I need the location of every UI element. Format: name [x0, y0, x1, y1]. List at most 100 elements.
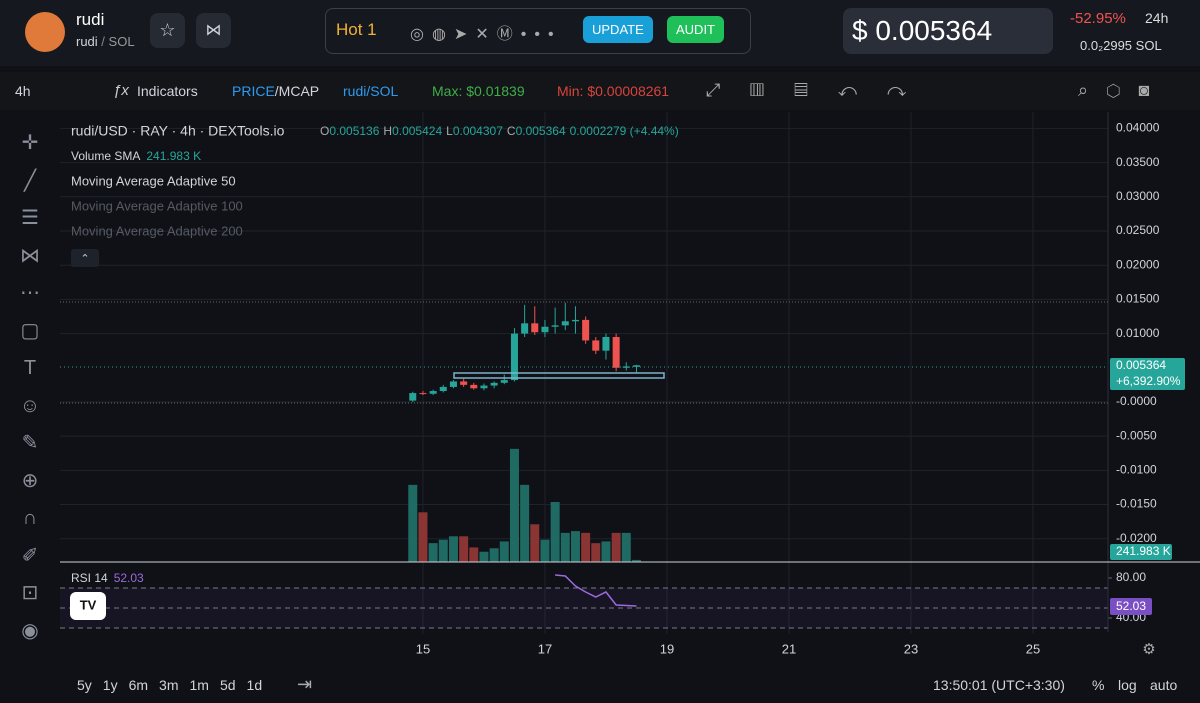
volume-bar [459, 536, 469, 562]
y-tick-label: 0.02000 [1116, 257, 1160, 271]
volume-sma-label: Volume SMA [71, 149, 140, 163]
quote: SOL [108, 34, 135, 49]
price-tag-value: 0.005364 [1116, 358, 1166, 372]
settings-icon[interactable]: ⚙ [1142, 641, 1155, 658]
candle-body [480, 385, 488, 389]
indicators[interactable]: Indicators [137, 83, 198, 99]
candle-body [429, 391, 437, 394]
period: 24h [1145, 10, 1169, 26]
toolbar-right-icons[interactable]: ⌕⬡◙ [1078, 80, 1168, 100]
pair-toggle[interactable]: rudi/SOL [343, 83, 399, 99]
volume-sma-value: 241.983 K [146, 149, 201, 163]
candle-body [439, 386, 447, 392]
y-tick-label: -0.0200 [1116, 531, 1157, 545]
candle-body [592, 340, 600, 351]
y-tick-label: -0.0100 [1116, 463, 1157, 477]
candle-body [551, 325, 559, 327]
price-change: -52.95% [1070, 10, 1126, 27]
range-button[interactable]: 1y [102, 677, 118, 693]
candle-body [582, 319, 590, 341]
range-buttons: 5y 1y 6m 3m 1m 5d 1d [77, 677, 273, 693]
price-mcap[interactable]: PRICE/MCAP [232, 83, 319, 99]
volume-bar [438, 539, 448, 562]
range-button[interactable]: 6m [128, 677, 149, 693]
log-toggle[interactable]: log [1118, 677, 1137, 693]
y-tick-label: -0.0150 [1116, 497, 1157, 511]
volume-tag-value: 241.983 K [1116, 544, 1171, 558]
social-icons[interactable]: ◎◍➤✕Ⓜ••• [410, 26, 562, 43]
auto-toggle[interactable]: auto [1150, 677, 1178, 693]
rsi-tag-value: 52.03 [1116, 599, 1146, 613]
candle-body [632, 365, 640, 367]
volume-bar [489, 548, 499, 562]
drawing-tools[interactable]: ✛ ╱ ☰ ⋈ ⋯ ▢ T ☺ ✎ ⊕ ∩ ✐ ⊡ ◉ [19, 132, 41, 642]
ma-200: Moving Average Adaptive 200 [71, 223, 243, 238]
ma-50: Moving Average Adaptive 50 [71, 173, 236, 188]
volume-bar [560, 532, 570, 562]
legend-symbol: rudi/USD · RAY · 4h · DEXTools.io [71, 123, 285, 139]
chart: 15 17 19 21 23 25 0.04000 0.03500 0.03000 0.02500… [60, 112, 1200, 658]
rsi-value: 52.03 [114, 571, 144, 585]
volume-bar [570, 531, 580, 562]
volume-tag [1110, 544, 1172, 560]
range-button[interactable]: 1d [246, 677, 263, 693]
percent-toggle[interactable]: % [1092, 677, 1105, 693]
candle-body [561, 321, 569, 326]
date-range-icon[interactable]: ⇥ [297, 674, 313, 694]
price-tag-change: +6,392.90% [1116, 374, 1181, 388]
collapse-button[interactable] [71, 249, 99, 267]
candle-body [449, 381, 457, 387]
audit-button[interactable]: AUDIT [667, 16, 724, 43]
max-price: Max: $0.01839 [432, 83, 525, 99]
range-button[interactable]: 1m [189, 677, 209, 693]
c-key: C [507, 124, 516, 138]
candle-body [490, 382, 498, 386]
sol-unit: SOL [1135, 38, 1162, 53]
h-key: H [383, 124, 392, 138]
x-tick-label: 17 [538, 641, 552, 656]
volume-bar [530, 524, 540, 562]
update-button[interactable]: UPDATE [583, 16, 653, 43]
range-button[interactable]: 3m [159, 677, 179, 693]
c-value: 0.005364 [516, 124, 566, 138]
hot-badge[interactable]: Hot 1 [336, 20, 377, 39]
volume-bar [611, 532, 621, 562]
volume-sma: Volume SMA 241.983 K [71, 149, 201, 163]
candle-body [541, 326, 549, 333]
price-toggle[interactable]: PRICE [232, 83, 275, 99]
share-button[interactable]: ⋈ [196, 13, 231, 48]
rsi-label: RSI 14 [71, 571, 108, 585]
range-button[interactable]: 5y [77, 677, 92, 693]
mcap-toggle[interactable]: /MCAP [274, 83, 320, 99]
volume-bar [520, 484, 530, 562]
range-button[interactable]: 5d [219, 677, 236, 693]
volume-bar [601, 541, 611, 562]
y-tick-label: -0.0000 [1116, 394, 1157, 408]
h-value: 0.005424 [392, 124, 442, 138]
x-tick-label: 21 [782, 641, 796, 656]
toolbar-icons[interactable]: ⤢▥▤↶↷ [706, 80, 937, 100]
price-box [843, 8, 1053, 54]
star-button[interactable]: ☆ [150, 13, 185, 48]
y-tick-label: 0.01500 [1116, 292, 1160, 306]
y-tick-label: 0.04000 [1116, 121, 1160, 135]
token-name: rudi [76, 10, 105, 29]
candle-body [622, 366, 630, 368]
x-tick-label: 19 [660, 641, 674, 656]
y-tick-label: 0.01000 [1116, 326, 1160, 340]
y-tick-label: 0.03000 [1116, 189, 1160, 203]
toolbar [0, 72, 1200, 110]
collapse-icon[interactable]: ⌃ [80, 253, 89, 265]
candle-body [521, 323, 529, 334]
candle-body [571, 319, 579, 322]
volume-bar [479, 551, 489, 562]
volume-bar [540, 539, 550, 562]
volume-bar [428, 543, 438, 562]
y-tick-label: 0.03500 [1116, 155, 1160, 169]
sol-value: 0.0₂2995 [1080, 38, 1133, 53]
pair: rudi / SOL [76, 34, 135, 49]
l-value: 0.004307 [453, 124, 503, 138]
x-tick-label: 15 [416, 641, 430, 656]
interval[interactable]: 4h [15, 83, 31, 99]
